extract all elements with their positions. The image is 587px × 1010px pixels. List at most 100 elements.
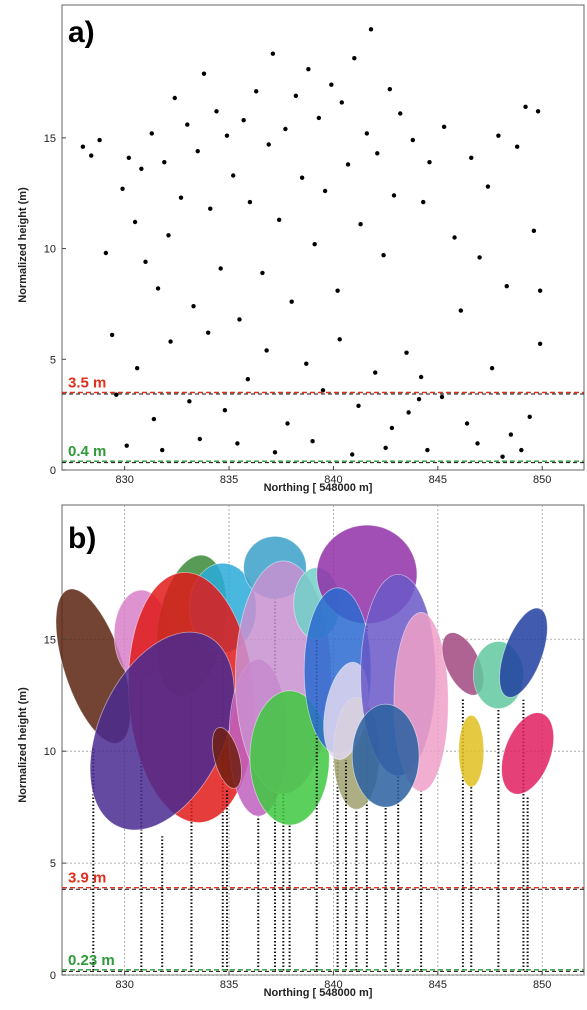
data-point <box>406 410 411 415</box>
data-point <box>218 266 223 271</box>
x-tick-label: 830 <box>115 979 133 991</box>
data-point <box>531 228 537 234</box>
data-point <box>418 374 424 380</box>
data-point <box>245 377 251 382</box>
data-point <box>477 255 482 260</box>
plot-area-a <box>61 4 585 471</box>
y-tick-label: 0 <box>50 970 56 982</box>
data-point <box>320 388 326 393</box>
data-point <box>247 199 253 205</box>
panel-label-a: a) <box>68 16 95 49</box>
data-point <box>266 142 271 147</box>
data-point <box>231 173 236 178</box>
data-point <box>197 436 203 442</box>
data-point <box>358 222 363 227</box>
x-tick-label: 845 <box>429 979 447 991</box>
data-point <box>421 199 426 205</box>
data-point <box>185 122 190 127</box>
crown-ellipsoid <box>249 690 330 826</box>
data-point <box>235 441 240 446</box>
panel-label-b: b) <box>68 522 96 555</box>
data-point <box>441 124 447 129</box>
data-point <box>404 350 409 355</box>
data-point <box>500 454 505 459</box>
data-point <box>304 361 309 366</box>
data-point <box>439 394 445 400</box>
crown-ellipsoid <box>499 607 548 698</box>
y-tick-label: 5 <box>50 858 56 870</box>
data-point <box>283 126 288 132</box>
data-point <box>109 332 115 338</box>
data-point <box>205 330 211 335</box>
data-point <box>496 133 501 138</box>
x-tick-label: 850 <box>533 979 551 991</box>
data-point <box>489 365 495 371</box>
data-point <box>381 253 386 258</box>
data-point <box>260 270 265 276</box>
data-point <box>485 184 491 189</box>
data-point <box>264 348 269 353</box>
data-point <box>143 259 148 265</box>
data-point <box>241 117 246 123</box>
data-point <box>272 450 278 455</box>
data-point <box>364 131 370 136</box>
threshold-label: 3.9 m <box>68 870 106 887</box>
data-point <box>335 288 340 293</box>
data-point <box>375 151 380 156</box>
x-ticks-b: 830 835 840 845 850 <box>115 971 551 991</box>
data-point <box>383 445 388 451</box>
data-point <box>160 447 165 453</box>
data-point <box>89 153 94 158</box>
x-tick-label: 835 <box>220 474 238 486</box>
data-point <box>124 443 129 448</box>
data-point <box>398 111 403 116</box>
crown-ellipsoid <box>458 714 485 788</box>
data-point <box>339 100 344 105</box>
x-tick-label: 850 <box>533 474 551 486</box>
data-point <box>523 104 528 110</box>
data-point <box>168 339 173 344</box>
data-point <box>322 188 328 194</box>
threshold-label: 0.4 m <box>68 443 106 460</box>
data-point <box>425 447 430 453</box>
data-point <box>155 286 161 291</box>
data-point <box>126 155 132 160</box>
y-tick-label: 0 <box>50 465 56 477</box>
crown-ellipsoid <box>501 712 555 795</box>
data-point <box>537 341 543 346</box>
data-point <box>475 441 480 446</box>
data-point <box>222 408 228 413</box>
data-point <box>350 452 355 457</box>
panel-b: 3.9 m 0.23 m 830 835 840 845 850 0 5 10 15 b) No… <box>17 504 585 999</box>
data-point <box>514 144 520 149</box>
data-point <box>310 439 315 444</box>
data-point <box>195 148 200 154</box>
data-point <box>373 370 378 375</box>
data-point <box>191 303 196 309</box>
data-point <box>464 421 470 426</box>
threshold-label: 0.23 m <box>68 952 115 969</box>
data-point <box>352 55 357 61</box>
x-tick-label: 840 <box>324 474 342 486</box>
data-point <box>172 95 177 101</box>
threshold-label: 3.5 m <box>68 375 106 392</box>
data-point <box>504 284 509 289</box>
data-point <box>162 160 167 165</box>
data-point <box>537 288 543 293</box>
data-point <box>289 299 294 304</box>
data-point <box>139 166 144 172</box>
y-ticks-a: 0 5 10 15 <box>44 133 66 477</box>
data-point <box>368 27 374 32</box>
x-tick-label: 835 <box>220 979 238 991</box>
data-point <box>427 160 432 165</box>
panel-a: 3.5 m 0.4 m 830 835 840 845 850 0 5 10 15 a) Nor… <box>17 4 585 494</box>
y-tick-label: 5 <box>50 354 56 366</box>
data-point <box>410 137 415 143</box>
crowns-b <box>55 524 555 971</box>
y-tick-label: 10 <box>44 746 56 758</box>
points-a <box>80 27 543 459</box>
y-tick-label: 15 <box>44 634 56 646</box>
data-point <box>285 421 290 426</box>
x-tick-label: 830 <box>115 474 133 486</box>
